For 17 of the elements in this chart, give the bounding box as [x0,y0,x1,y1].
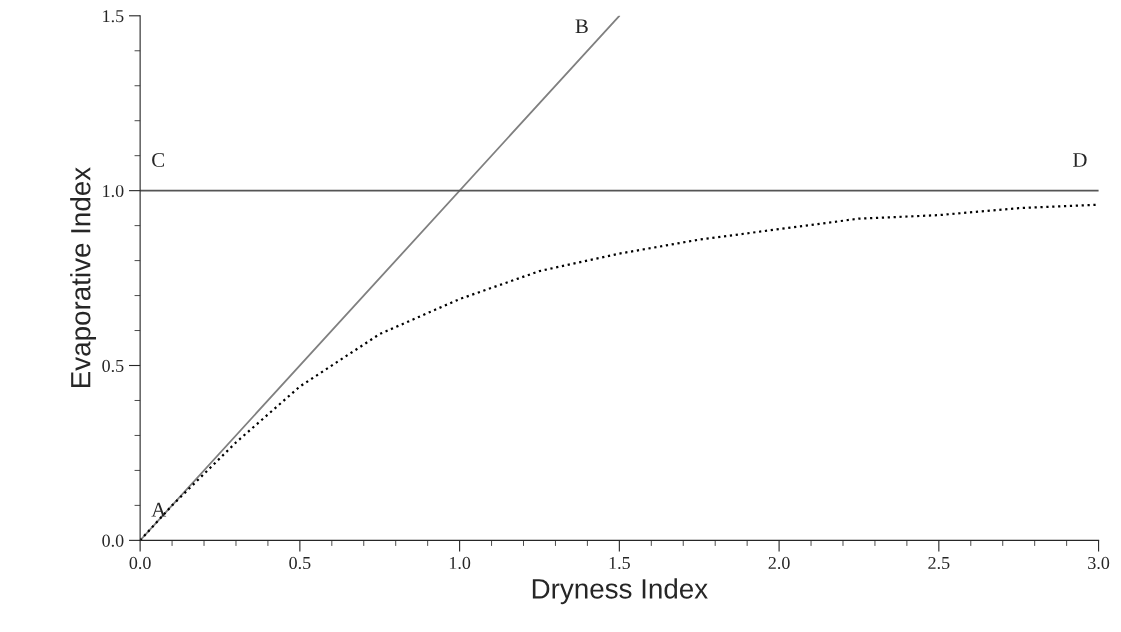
y-tick-label: 0.5 [102,359,124,373]
x-tick-label: 0.0 [129,556,151,570]
annotation: A [151,502,167,517]
annotation: B [575,19,588,34]
x-tick-label: 0.5 [289,556,311,570]
annotation: C [152,152,164,167]
x-tick-label: 1.0 [449,556,471,570]
annotation: D [1073,153,1087,167]
x-tick-label: 2.0 [768,556,790,570]
y-tick-label: 1.5 [103,10,124,23]
y-tick-label: 0.0 [102,534,124,547]
x-tick-label: 3.0 [1088,556,1110,570]
x-tick-label: 2.5 [928,556,950,570]
y-axis-title: Evaporative Index [70,167,97,387]
x-axis-title: Dryness Index [532,578,708,605]
y-tick-label: 1.0 [103,184,124,198]
x-tick-label: 1.5 [609,556,630,570]
